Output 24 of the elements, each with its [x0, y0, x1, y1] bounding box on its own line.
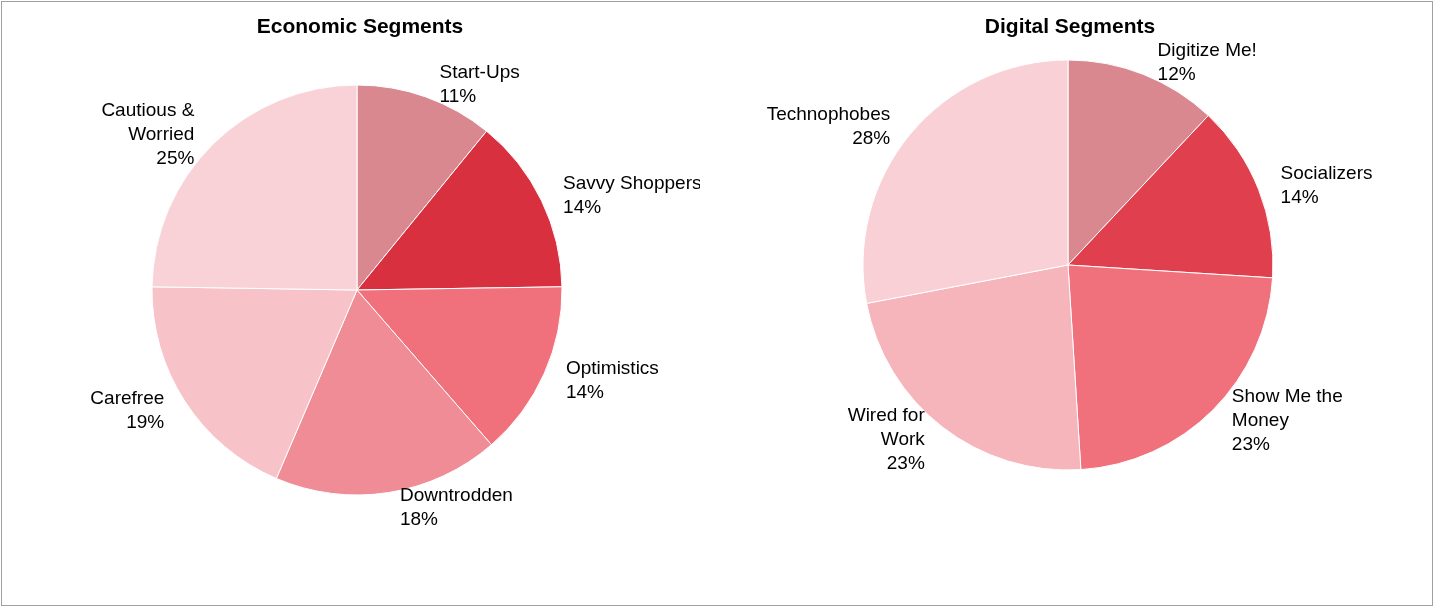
slice-label: Digitize Me! — [1157, 38, 1257, 60]
data-label: 14% — [563, 196, 602, 218]
slice-label: Downtrodden — [399, 483, 513, 505]
slice-label: Cautious & Worried — [101, 99, 195, 145]
data-label: 14% — [1280, 185, 1319, 207]
data-label: 23% — [886, 451, 925, 473]
slice-label: Socializers — [1280, 161, 1373, 183]
data-label: 14% — [565, 380, 605, 402]
slice-label: Wired for Work — [847, 403, 926, 449]
slice-label: Technophobes — [766, 102, 891, 124]
slice-label: Carefree — [90, 386, 165, 408]
slice-label: Optimistics — [565, 356, 659, 378]
chart-title: Digital Segments — [984, 14, 1156, 37]
data-label: 18% — [399, 507, 439, 529]
data-label: 23% — [1231, 433, 1270, 455]
slice-label: Start-Ups — [439, 61, 520, 83]
chart-title: Economic Segments — [256, 14, 464, 37]
data-label: 19% — [126, 410, 165, 432]
data-label: 11% — [439, 85, 477, 107]
slice-label: Savvy Shoppers — [563, 172, 702, 194]
data-label: 28% — [852, 126, 891, 148]
slice-label: Show Me the Money — [1231, 385, 1343, 431]
data-label: 12% — [1157, 62, 1196, 84]
data-label: 25% — [156, 147, 195, 169]
